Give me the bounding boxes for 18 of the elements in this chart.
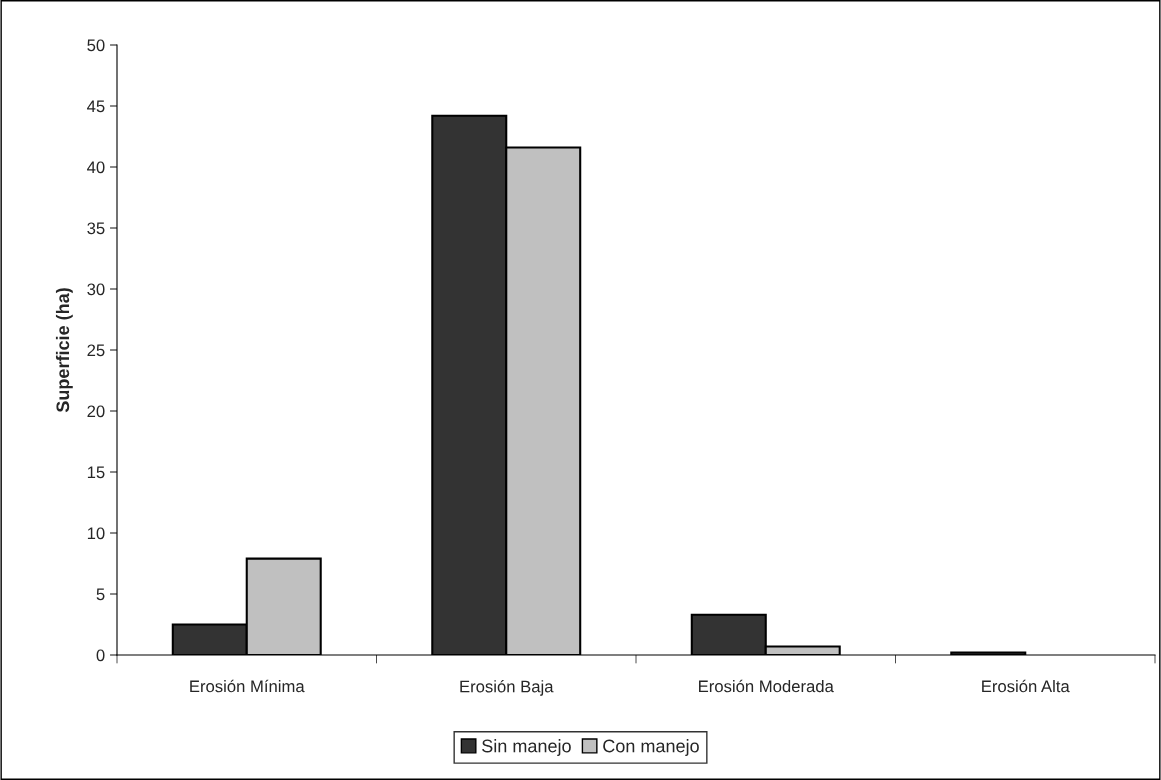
y-tick-label: 20	[87, 405, 105, 418]
x-tick-label: Erosión Moderada	[699, 679, 834, 693]
y-tick-label: 5	[96, 588, 105, 601]
y-tick-label: 45	[87, 100, 105, 113]
legend-label: Con manejo	[603, 739, 699, 756]
y-tick-label: 15	[87, 466, 105, 479]
y-tick-label: 10	[87, 527, 105, 540]
y-axis-title: Superficie (ha)	[55, 288, 73, 413]
y-tick-label: 25	[87, 344, 105, 357]
y-tick-label: 50	[87, 39, 105, 52]
legend-label: Sin manejo	[482, 739, 571, 756]
x-tick-label: Erosión Baja	[460, 680, 554, 696]
y-tick-label: 35	[87, 222, 105, 235]
x-tick-label: Erosión Mínima	[190, 679, 305, 693]
x-tick-label: Erosión Alta	[982, 679, 1070, 693]
y-tick-label: 0	[96, 649, 105, 662]
y-tick-label: 40	[87, 161, 105, 174]
y-tick-label: 30	[87, 283, 105, 296]
